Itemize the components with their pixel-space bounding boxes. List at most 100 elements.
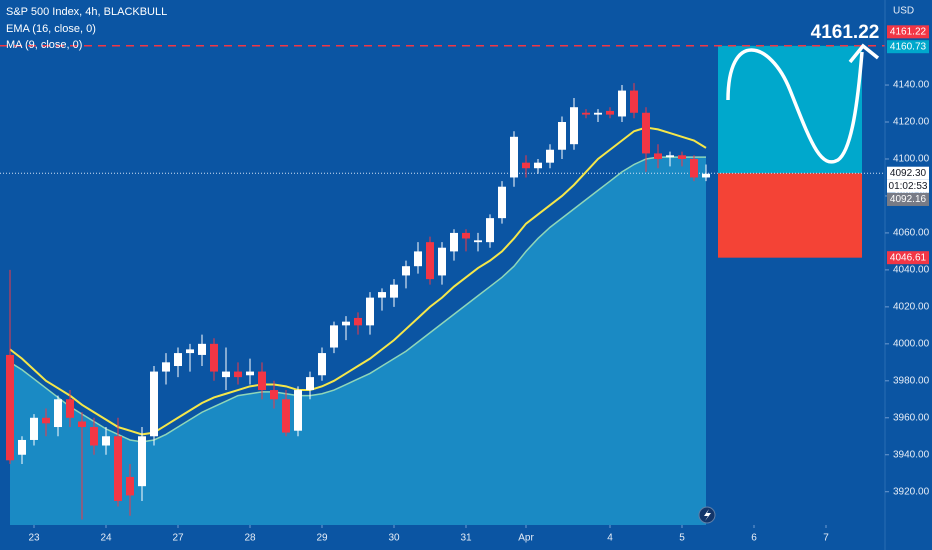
plot [0,45,885,525]
candle-body [690,158,698,178]
y-tick-label: 3940.00 [893,449,930,460]
x-tick-label: 4 [607,533,613,544]
price-label-box [887,192,929,206]
price-label-box [887,251,929,265]
candle-body [6,354,14,461]
ma-area [10,157,706,525]
candle-body [270,390,278,400]
price-label-box [887,40,929,54]
candle-body [246,371,254,376]
price-label: 4046.61 [890,252,927,263]
x-tick-label: Apr [518,533,534,544]
candle-body [594,112,602,115]
candle-body [78,421,86,428]
currency-label: USD [893,6,914,17]
candle-body [618,90,626,117]
candle-body [486,218,494,243]
candle-body [570,107,578,145]
legend-entry: MA (9, close, 0) [6,39,82,51]
y-tick-label: 4000.00 [893,338,930,349]
y-tick-label: 4120.00 [893,117,930,128]
candle-body [702,173,710,178]
projection-arrow [848,43,880,64]
ema-line [9,126,707,436]
candle-body [414,251,422,267]
candle-body [330,325,338,348]
price-label-box [887,25,929,39]
candle-body [390,284,398,298]
y-tick-label: 4060.00 [893,228,930,239]
stop-zone [718,173,862,258]
candle-body [42,417,50,424]
y-tick-label: 4100.00 [893,154,930,165]
candle-body [102,436,110,446]
price-label: 4092.16 [890,194,927,205]
y-tick-label: 3980.00 [893,375,930,386]
candle-body [222,371,230,378]
candle-body [342,321,350,326]
candle-body [666,155,674,158]
candle-body [378,292,386,298]
candle-body [450,232,458,252]
target-label: 4161.22 [811,22,880,43]
candle-body [54,399,62,428]
candle-body [630,90,638,113]
candle-body [426,242,434,280]
candle-body [258,371,266,391]
target-zone [718,45,862,174]
candle-body [210,343,218,372]
candle-body [138,436,146,487]
candle-body [30,417,38,440]
x-tick-label: 29 [316,533,328,544]
candle-body [318,353,326,376]
y-tick-label: 4040.00 [893,265,930,276]
candle-body [294,390,302,431]
candle-body [474,240,482,243]
candle-body [126,476,134,496]
event-icon-bolt [704,509,711,521]
candle-body [174,353,182,367]
x-tick-label: 6 [751,533,757,544]
y-tick-label: 3920.00 [893,486,930,497]
candle-body [522,162,530,169]
y-tick-label: 3960.00 [893,412,930,423]
candle-body [162,362,170,372]
candle-body [150,371,158,437]
candle-body [354,317,362,326]
candle-body [234,371,242,378]
candle-body [582,112,590,115]
candle-body [558,122,566,150]
candle-body [90,427,98,446]
candle-body [546,149,554,163]
x-tick-label: 5 [679,533,685,544]
x-tick-label: 27 [172,533,184,544]
price-label: 4160.73 [890,41,927,52]
x-tick-label: 31 [460,533,472,544]
candle-body [606,110,614,115]
chart-title: S&P 500 Index, 4h, BLACKBULL [6,6,167,18]
x-tick-label: 7 [823,533,829,544]
y-tick-label: 4020.00 [893,302,930,313]
x-tick-label: 28 [244,533,256,544]
candle-body [18,439,26,455]
candle-body [510,136,518,178]
x-tick-label: 23 [28,533,40,544]
legend-entry: EMA (16, close, 0) [6,23,96,35]
price-label-box [887,166,929,180]
ma-line [9,156,706,443]
candle-body [306,377,314,391]
candle-body [438,247,446,276]
candle-body [198,343,206,355]
candle-body [678,155,686,159]
candle-body [498,186,506,219]
candle-body [654,153,662,159]
x-tick-label: 24 [100,533,112,544]
price-label: 4092.30 [890,168,927,179]
candle-body [642,112,650,154]
x-tick-label: 30 [388,533,400,544]
candle-body [114,436,122,501]
candle-body [534,162,542,169]
price-label: 4161.22 [890,26,927,37]
projection-curve [726,48,864,164]
